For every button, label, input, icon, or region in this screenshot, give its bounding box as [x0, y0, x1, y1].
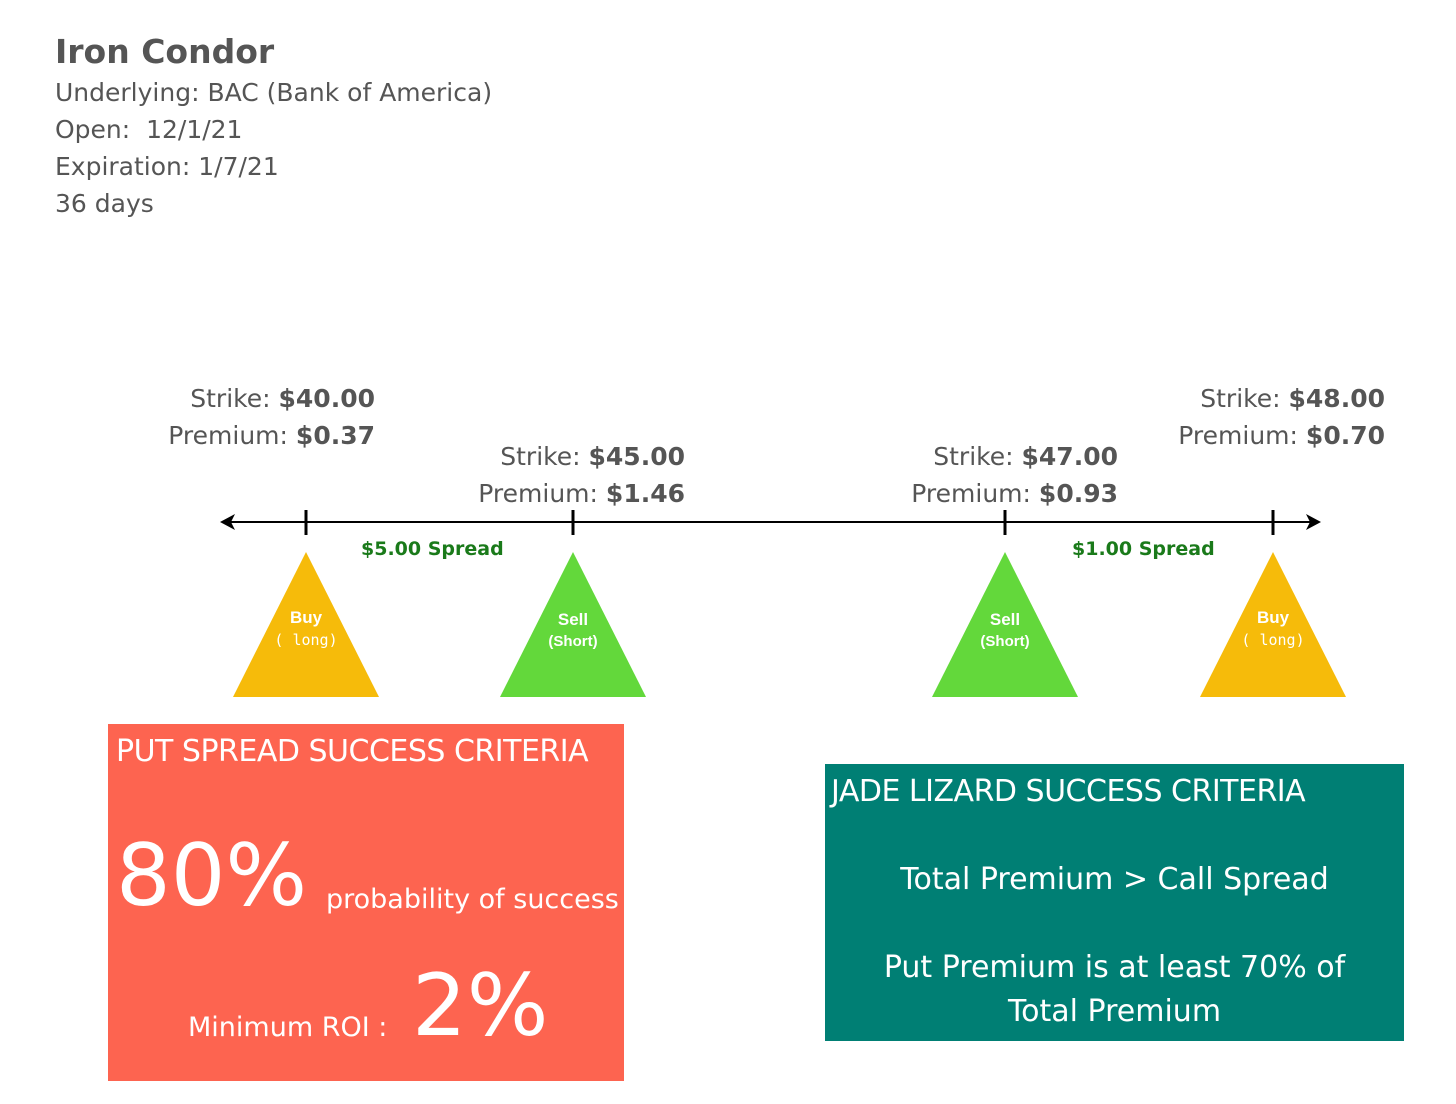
leg-4-strike-label: Strike: [1200, 384, 1281, 413]
leg-1-strike-value: $40.00 [278, 384, 375, 413]
leg-2-strike-block: Strike: $45.00 Premium: $1.46 [478, 438, 685, 512]
leg-4-strike-block: Strike: $48.00 Premium: $0.70 [1178, 380, 1385, 454]
page-title: Iron Condor [55, 32, 275, 71]
expiration-text: Expiration: 1/7/21 [55, 152, 279, 181]
leg-2-triangle [500, 552, 646, 697]
header: Iron Condor Underlying: BAC (Bank of Ame… [55, 30, 492, 222]
leg-4-side: ( long) [1241, 631, 1305, 649]
leg-1-side: ( long) [274, 631, 338, 649]
leg-4-premium-value: $0.70 [1305, 421, 1385, 450]
put-spread-label: $5.00 Spread [361, 538, 504, 560]
leg-4-premium-label: Premium: [1178, 421, 1298, 450]
leg-1-strike-label: Strike: [190, 384, 271, 413]
open-date-text: Open: 12/1/21 [55, 115, 243, 144]
leg-4-action: Buy [1256, 608, 1290, 627]
leg-4-strike-value: $48.00 [1288, 384, 1385, 413]
put-box-title: PUT SPREAD SUCCESS CRITERIA [116, 734, 589, 769]
underlying-text: Underlying: BAC (Bank of America) [55, 78, 493, 107]
leg-2-action: Sell [557, 610, 589, 629]
leg-1-premium-value: $0.37 [295, 421, 375, 450]
criterion-total-premium: Total Premium > Call Spread [900, 862, 1329, 897]
left-arrow-icon [220, 514, 235, 530]
leg-2-premium-value: $1.46 [605, 479, 685, 508]
duration-text: 36 days [55, 189, 154, 218]
leg-3-action: Sell [989, 610, 1021, 629]
leg-3-side: (Short) [980, 633, 1030, 650]
leg-2-strike-value: $45.00 [588, 442, 685, 471]
leg-1-premium-label: Premium: [168, 421, 288, 450]
leg-2-premium-label: Premium: [478, 479, 598, 508]
probability-label: probability of success [326, 884, 619, 915]
jade-lizard-criteria-box: JADE LIZARD SUCCESS CRITERIA Total Premi… [825, 764, 1404, 1041]
right-arrow-icon [1306, 514, 1321, 530]
probability-value: 80% [116, 826, 308, 926]
leg-2-action-label: Sell (Short) [513, 609, 633, 653]
leg-3-triangle [932, 552, 1078, 697]
leg-2-side: (Short) [548, 633, 598, 650]
jade-box-title: JADE LIZARD SUCCESS CRITERIA [831, 774, 1306, 809]
leg-3-strike-label: Strike: [933, 442, 1014, 471]
leg-3-premium-value: $0.93 [1038, 479, 1118, 508]
leg-1-action-label: Buy ( long) [246, 607, 366, 651]
leg-1-triangle [233, 552, 379, 697]
leg-4-action-label: Buy ( long) [1213, 607, 1333, 651]
leg-3-strike-value: $47.00 [1021, 442, 1118, 471]
roi-label: Minimum ROI : [188, 1012, 388, 1043]
leg-4-triangle [1200, 552, 1346, 697]
put-spread-criteria-box: PUT SPREAD SUCCESS CRITERIA 80% probabil… [108, 724, 624, 1081]
call-spread-label: $1.00 Spread [1072, 538, 1215, 560]
leg-1-action: Buy [289, 608, 323, 627]
leg-3-strike-block: Strike: $47.00 Premium: $0.93 [911, 438, 1118, 512]
leg-3-premium-label: Premium: [911, 479, 1031, 508]
criterion-put-premium: Put Premium is at least 70% of Total Pre… [883, 950, 1346, 1029]
leg-1-strike-block: Strike: $40.00 Premium: $0.37 [168, 380, 375, 454]
roi-value: 2% [412, 956, 549, 1056]
leg-3-action-label: Sell (Short) [945, 609, 1065, 653]
leg-2-strike-label: Strike: [500, 442, 581, 471]
